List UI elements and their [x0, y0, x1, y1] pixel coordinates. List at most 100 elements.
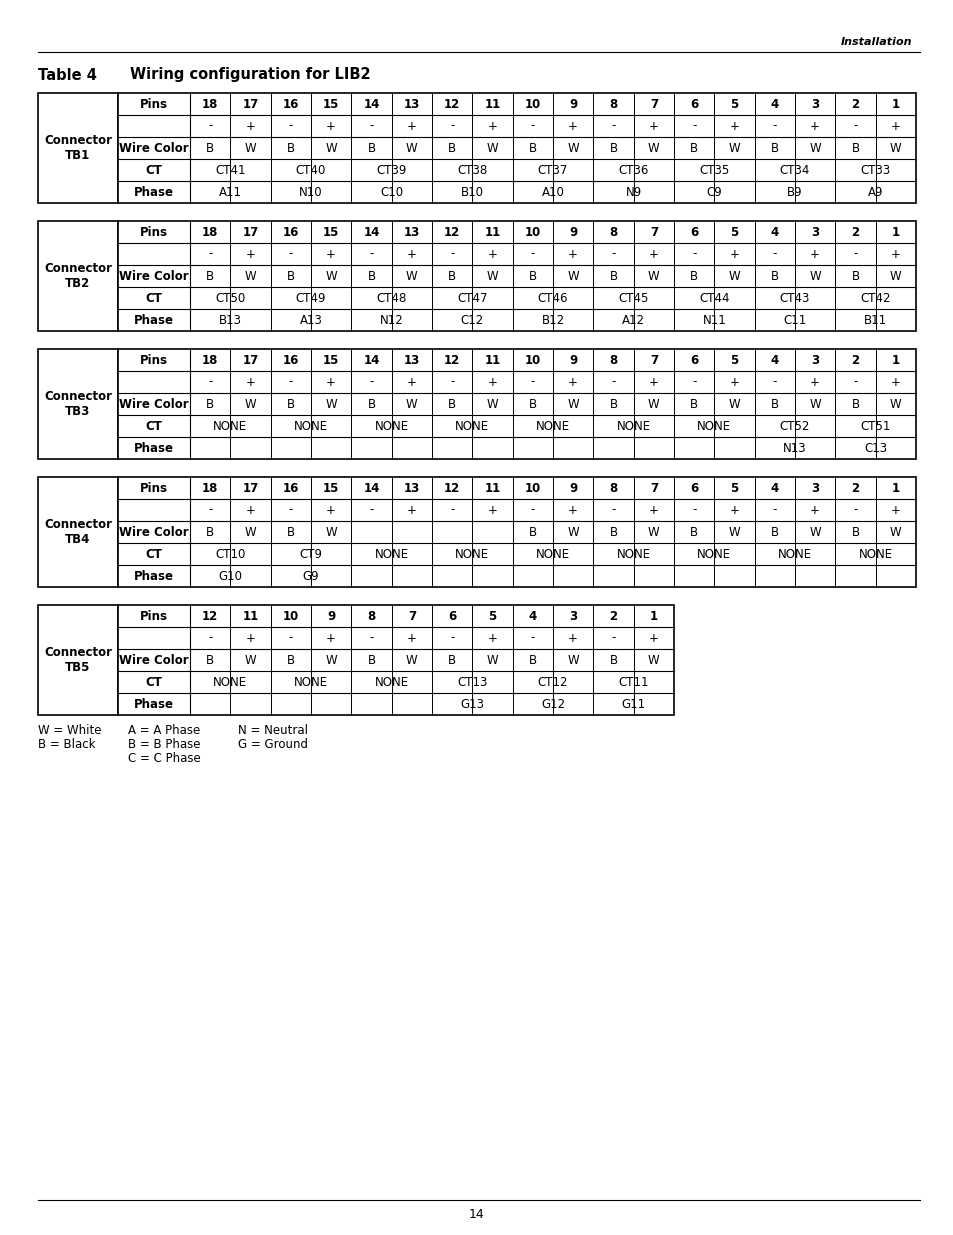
Text: +: + — [487, 375, 497, 389]
Text: W: W — [647, 398, 659, 410]
Text: -: - — [691, 120, 696, 132]
Text: W: W — [728, 269, 740, 283]
Text: 11: 11 — [484, 226, 500, 238]
Text: +: + — [487, 631, 497, 645]
Text: 13: 13 — [403, 482, 419, 494]
Text: 9: 9 — [568, 226, 577, 238]
Text: CT51: CT51 — [860, 420, 890, 432]
Text: -: - — [530, 247, 535, 261]
Text: W: W — [406, 398, 417, 410]
Text: 6: 6 — [448, 610, 456, 622]
Text: W: W — [808, 398, 821, 410]
Bar — [38, 221, 118, 331]
Text: 14: 14 — [363, 482, 379, 494]
Text: -: - — [289, 247, 293, 261]
Text: +: + — [407, 504, 416, 516]
Text: W = White: W = White — [38, 725, 101, 737]
Text: B = B Phase: B = B Phase — [128, 739, 200, 752]
Text: 5: 5 — [730, 482, 738, 494]
Text: C10: C10 — [379, 185, 403, 199]
Text: 1: 1 — [891, 482, 899, 494]
Text: +: + — [245, 631, 255, 645]
Text: B: B — [609, 269, 617, 283]
Text: +: + — [809, 504, 820, 516]
Text: 1: 1 — [649, 610, 658, 622]
Text: 8: 8 — [609, 353, 617, 367]
Text: -: - — [208, 247, 213, 261]
Text: Wire Color: Wire Color — [119, 653, 189, 667]
Text: +: + — [809, 120, 820, 132]
Text: 5: 5 — [730, 226, 738, 238]
Text: Table 4: Table 4 — [38, 68, 97, 83]
Text: W: W — [244, 526, 256, 538]
Text: 5: 5 — [488, 610, 497, 622]
Text: B: B — [206, 653, 214, 667]
Text: -: - — [289, 504, 293, 516]
Text: W: W — [244, 269, 256, 283]
Text: +: + — [407, 120, 416, 132]
Text: +: + — [568, 247, 578, 261]
Text: 9: 9 — [568, 98, 577, 110]
Text: B: B — [689, 398, 698, 410]
Text: W: W — [486, 398, 497, 410]
Text: W: W — [647, 142, 659, 154]
Text: 16: 16 — [282, 226, 298, 238]
Text: W: W — [486, 653, 497, 667]
Text: 17: 17 — [242, 482, 258, 494]
Text: 1: 1 — [891, 353, 899, 367]
Text: 16: 16 — [282, 353, 298, 367]
Text: NONE: NONE — [375, 676, 408, 688]
Text: 10: 10 — [282, 610, 298, 622]
Bar — [38, 93, 118, 203]
Text: NONE: NONE — [697, 547, 731, 561]
Text: B: B — [770, 269, 778, 283]
Text: NONE: NONE — [697, 420, 731, 432]
Text: 13: 13 — [403, 353, 419, 367]
Text: B: B — [367, 269, 375, 283]
Text: 11: 11 — [484, 98, 500, 110]
Text: G11: G11 — [621, 698, 645, 710]
Text: 18: 18 — [202, 482, 218, 494]
Text: CT38: CT38 — [456, 163, 487, 177]
Text: W: W — [647, 269, 659, 283]
Bar — [38, 605, 118, 715]
Text: -: - — [772, 247, 776, 261]
Text: -: - — [530, 631, 535, 645]
Text: 2: 2 — [850, 98, 859, 110]
Text: +: + — [568, 375, 578, 389]
Text: 6: 6 — [689, 482, 698, 494]
Text: B: B — [770, 526, 778, 538]
Text: W: W — [889, 398, 901, 410]
Text: +: + — [648, 247, 659, 261]
Text: +: + — [648, 504, 659, 516]
Text: Phase: Phase — [133, 185, 173, 199]
Text: CT48: CT48 — [376, 291, 406, 305]
Text: Wiring configuration for LIB2: Wiring configuration for LIB2 — [130, 68, 370, 83]
Text: -: - — [450, 120, 454, 132]
Text: +: + — [487, 504, 497, 516]
Text: CT9: CT9 — [299, 547, 322, 561]
Text: Connector
TB5: Connector TB5 — [44, 646, 112, 674]
Text: 18: 18 — [202, 353, 218, 367]
Text: 17: 17 — [242, 353, 258, 367]
Text: -: - — [369, 504, 374, 516]
Text: +: + — [729, 375, 739, 389]
Text: -: - — [289, 631, 293, 645]
Text: C9: C9 — [706, 185, 721, 199]
Text: 2: 2 — [850, 353, 859, 367]
Text: B: B — [528, 526, 537, 538]
Text: NONE: NONE — [375, 420, 408, 432]
Text: W: W — [325, 142, 336, 154]
Text: 8: 8 — [609, 226, 617, 238]
Text: B: B — [287, 653, 294, 667]
Text: B: B — [689, 142, 698, 154]
Text: 7: 7 — [649, 482, 658, 494]
Text: +: + — [568, 504, 578, 516]
Text: C13: C13 — [863, 441, 886, 454]
Text: NONE: NONE — [294, 676, 328, 688]
Text: 11: 11 — [484, 353, 500, 367]
Text: CT10: CT10 — [215, 547, 245, 561]
Text: B: B — [367, 142, 375, 154]
Text: W: W — [567, 653, 578, 667]
Text: W: W — [567, 142, 578, 154]
